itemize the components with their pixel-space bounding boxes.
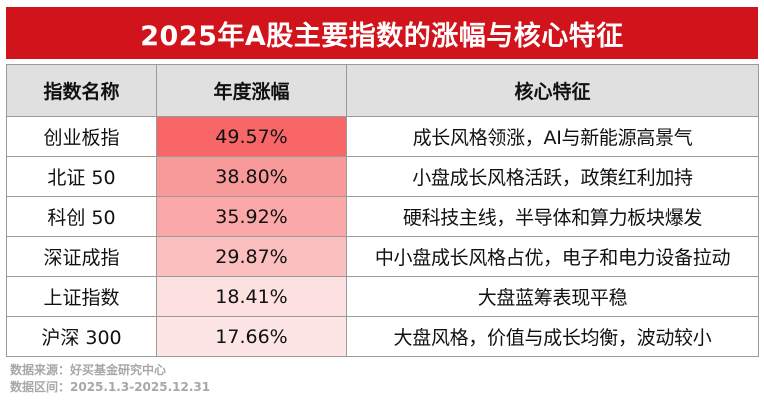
header-index-name: 指数名称	[6, 64, 157, 117]
index-name-cell: 北证 50	[6, 156, 157, 197]
core-feature-cell: 中小盘成长风格占优，电子和电力设备拉动	[346, 236, 759, 277]
table-row: 深证成指 29.87% 中小盘成长风格占优，电子和电力设备拉动	[6, 236, 759, 277]
annual-change-cell: 35.92%	[156, 196, 347, 237]
core-feature-cell: 大盘风格，价值与成长均衡，波动较小	[346, 316, 759, 357]
table-row: 北证 50 38.80% 小盘成长风格活跃，政策红利加持	[6, 156, 759, 197]
table-row: 创业板指 49.57% 成长风格领涨，AI与新能源高景气	[6, 116, 759, 157]
table-row: 科创 50 35.92% 硬科技主线，半导体和算力板块爆发	[6, 196, 759, 237]
table-row: 沪深 300 17.66% 大盘风格，价值与成长均衡，波动较小	[6, 316, 759, 357]
header-core-features: 核心特征	[346, 64, 759, 117]
annual-change-cell: 29.87%	[156, 236, 347, 277]
annual-change-cell: 38.80%	[156, 156, 347, 197]
core-feature-cell: 成长风格领涨，AI与新能源高景气	[346, 116, 759, 157]
index-name-cell: 上证指数	[6, 276, 157, 317]
core-feature-cell: 小盘成长风格活跃，政策红利加持	[346, 156, 759, 197]
data-range-note: 数据区间：2025.1.3-2025.12.31	[10, 380, 211, 394]
annual-change-cell: 17.66%	[156, 316, 347, 357]
index-name-cell: 沪深 300	[6, 316, 157, 357]
header-annual-change: 年度涨幅	[156, 64, 347, 117]
index-name-cell: 科创 50	[6, 196, 157, 237]
index-table: 指数名称 年度涨幅 核心特征 创业板指 49.57% 成长风格领涨，AI与新能源…	[6, 64, 759, 357]
annual-change-cell: 18.41%	[156, 276, 347, 317]
table-header-row: 指数名称 年度涨幅 核心特征	[6, 64, 759, 117]
index-name-cell: 创业板指	[6, 116, 157, 157]
table-row: 上证指数 18.41% 大盘蓝筹表现平稳	[6, 276, 759, 317]
footer-notes: 数据来源：好买基金研究中心 数据区间：2025.1.3-2025.12.31	[10, 362, 210, 396]
page-title: 2025年A股主要指数的涨幅与核心特征	[6, 7, 758, 59]
index-name-cell: 深证成指	[6, 236, 157, 277]
data-source-note: 数据来源：好买基金研究中心	[10, 363, 167, 377]
annual-change-cell: 49.57%	[156, 116, 347, 157]
core-feature-cell: 硬科技主线，半导体和算力板块爆发	[346, 196, 759, 237]
core-feature-cell: 大盘蓝筹表现平稳	[346, 276, 759, 317]
